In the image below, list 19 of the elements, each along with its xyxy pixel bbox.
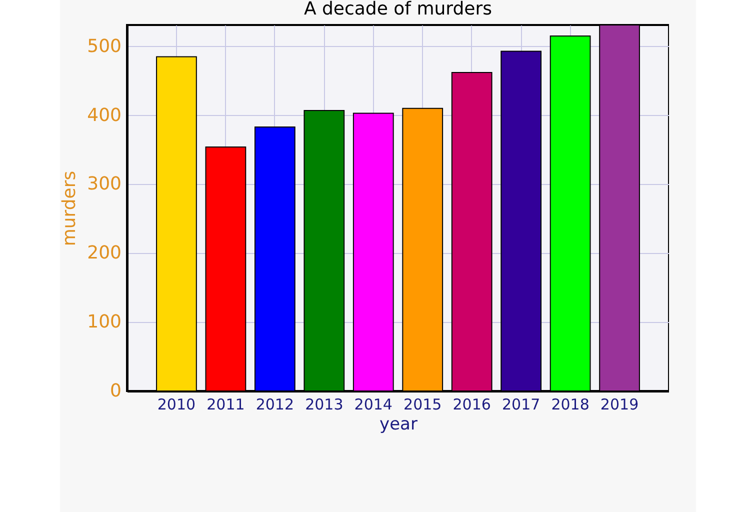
x-tick-label: 2016	[452, 396, 491, 414]
x-tick-label: 2013	[305, 396, 344, 414]
y-tick-label: 100	[87, 312, 122, 333]
chart-title: A decade of murders	[304, 0, 492, 20]
y-tick-label: 500	[87, 36, 122, 57]
x-tick-label: 2014	[354, 396, 392, 414]
x-tick-label: 2019	[600, 396, 639, 414]
y-tick-label: 200	[87, 242, 122, 264]
y-tick-label: 0	[110, 380, 122, 402]
x-tick-label: 2015	[404, 396, 442, 414]
y-tick-label: 300	[87, 174, 122, 195]
x-tick-label: 2011	[206, 396, 245, 414]
y-tick-label: 400	[87, 104, 122, 126]
x-tick-label: 2010	[157, 396, 196, 414]
y-axis-title: murders	[59, 170, 80, 246]
x-tick-label: 2012	[256, 396, 294, 414]
x-tick-label: 2017	[502, 396, 540, 414]
x-axis-title: year	[380, 414, 418, 434]
x-tick-label: 2018	[551, 396, 590, 414]
